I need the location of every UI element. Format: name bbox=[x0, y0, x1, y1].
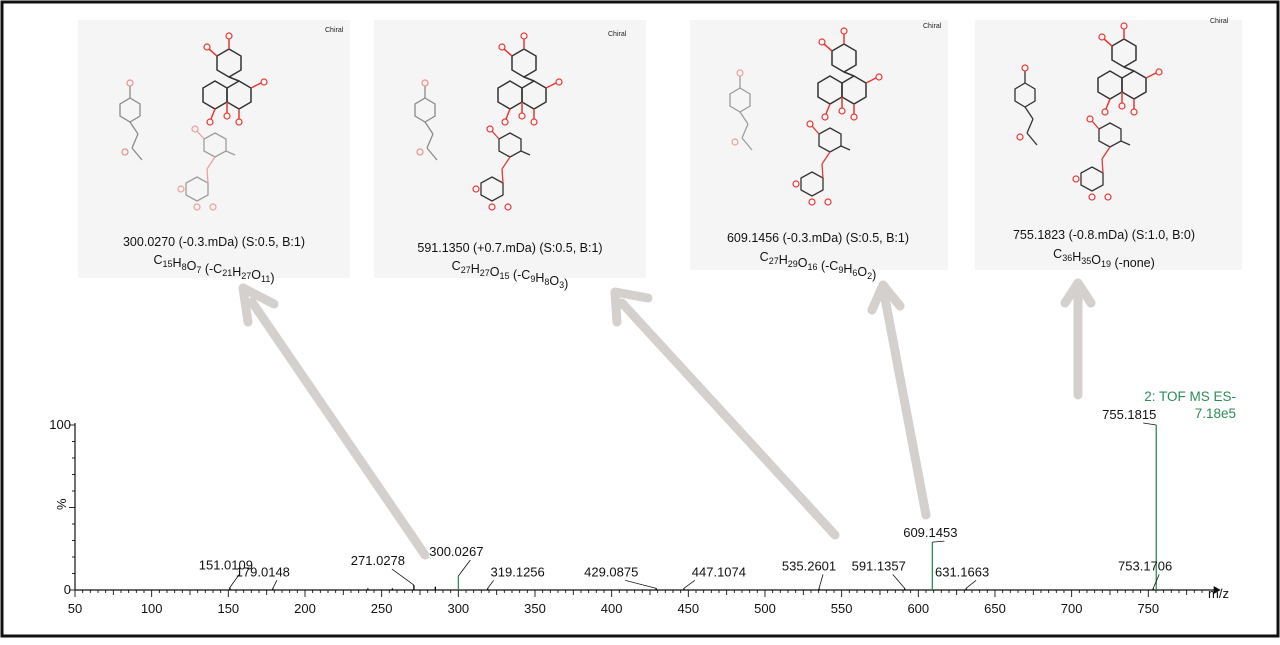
peak-label: 300.0267 bbox=[429, 544, 483, 559]
chiral-label: Chiral bbox=[923, 23, 942, 30]
peak-label-leader bbox=[229, 573, 241, 588]
x-axis-label: m/z bbox=[1208, 586, 1229, 601]
x-tick-label: 250 bbox=[371, 601, 393, 616]
y-tick-label: 0 bbox=[64, 582, 71, 597]
peak-label: 447.1074 bbox=[692, 564, 746, 579]
spectrum-intensity-label: 7.18e5 bbox=[1195, 406, 1236, 421]
y-tick-label: 100 bbox=[49, 417, 71, 432]
connector-arrows bbox=[238, 278, 1096, 560]
peak-label: 535.2601 bbox=[782, 558, 836, 573]
arrow-755-head bbox=[1060, 278, 1096, 308]
x-tick-label: 50 bbox=[68, 601, 82, 616]
x-tick-label: 350 bbox=[524, 601, 546, 616]
peak-label-leader bbox=[1143, 422, 1157, 426]
peak-label: 271.0278 bbox=[351, 553, 405, 568]
spectrum-chart: 50 100 150 200 250 300 350 400 450 500 550 600 650 70… bbox=[49, 389, 1236, 616]
arrow-300-head bbox=[238, 283, 279, 327]
arrow-609 bbox=[879, 288, 931, 520]
peak-label-leader bbox=[458, 559, 471, 577]
chiral-label: Chiral bbox=[325, 27, 344, 34]
peak-label-leader bbox=[391, 568, 415, 586]
arrow-591-head bbox=[610, 287, 653, 327]
fragment-mass-line: 609.1456 (-0.3.mDa) (S:0.5, B:1) bbox=[727, 231, 909, 245]
peak-label-leader bbox=[892, 574, 906, 589]
x-tick-label: 200 bbox=[294, 601, 316, 616]
fragment-mass-line: 300.0270 (-0.3.mDa) (S:0.5, B:1) bbox=[123, 235, 305, 249]
peak-label-leader bbox=[932, 540, 945, 543]
x-tick-label: 100 bbox=[141, 601, 163, 616]
fragment-mass-line: 591.1350 (+0.7.mDa) (S:0.5, B:1) bbox=[417, 241, 602, 255]
fragment-mass-line: 755.1823 (-0.8.mDa) (S:1.0, B:0) bbox=[1013, 228, 1195, 242]
peak-label: 609.1453 bbox=[903, 525, 957, 540]
peak-label: 429.0875 bbox=[584, 564, 638, 579]
structure-panel-4: Chiral 755.1823 (-0.8.mDa) (S:1.0, B:0) … bbox=[975, 18, 1242, 270]
x-tick-label: 500 bbox=[754, 601, 776, 616]
y-axis-label: % bbox=[54, 498, 69, 510]
fragment-formula-line: C15H8O7 (-C21H27O11) bbox=[154, 253, 275, 285]
fragment-formula-line: C36H35O19 (-none) bbox=[1053, 247, 1155, 270]
peak-label-leader bbox=[625, 579, 657, 589]
peak-label: 151.0109 bbox=[199, 558, 253, 573]
x-tick-label: 600 bbox=[907, 601, 929, 616]
arrow-300 bbox=[247, 297, 430, 560]
arrow-609-head bbox=[867, 280, 905, 315]
peak-label: 755.1815 bbox=[1102, 407, 1156, 422]
chiral-label: Chiral bbox=[1210, 18, 1229, 25]
x-tick-label: 700 bbox=[1061, 601, 1083, 616]
structure-panel-1: Chiral 300.0270 (-0.3.mDa) (S:0.5, B:1) … bbox=[78, 20, 350, 285]
peak-label: 753.1706 bbox=[1118, 558, 1172, 573]
spectrum-axes: 50 100 150 200 250 300 350 400 450 500 550 600 650 70… bbox=[49, 417, 1221, 616]
peak-label-leader bbox=[272, 580, 278, 589]
peak-label-leader bbox=[965, 580, 977, 589]
spectrum-title: 2: TOF MS ES- bbox=[1144, 389, 1236, 404]
fragment-formula-line: C27H27O15 (-C9H8O3) bbox=[452, 259, 569, 291]
peak-label-leader bbox=[818, 574, 824, 589]
peak-label: 631.1663 bbox=[935, 564, 989, 579]
x-tick-label: 750 bbox=[1137, 601, 1159, 616]
x-tick-label: 450 bbox=[677, 601, 699, 616]
x-tick-label: 550 bbox=[831, 601, 853, 616]
structure-panel-2: Chiral 591.1350 (+0.7.mDa) (S:0.5, B:1) … bbox=[374, 20, 646, 291]
peak-label: 179.0148 bbox=[236, 564, 290, 579]
chiral-label: Chiral bbox=[608, 31, 627, 38]
x-tick-label: 400 bbox=[601, 601, 623, 616]
peak-label-leader bbox=[487, 580, 494, 589]
x-tick-label: 650 bbox=[984, 601, 1006, 616]
x-axis-arrow bbox=[1213, 586, 1221, 594]
spectrum-peaks bbox=[229, 425, 1157, 590]
x-tick-label: 150 bbox=[217, 601, 239, 616]
arrow-591 bbox=[617, 298, 840, 540]
peak-label-leader bbox=[683, 580, 696, 589]
peak-label-leader bbox=[1152, 574, 1160, 589]
x-tick-label: 300 bbox=[447, 601, 469, 616]
peak-label: 591.1357 bbox=[852, 558, 906, 573]
structure-panel-3: Chiral 609.1456 (-0.3.mDa) (S:0.5, B:1) … bbox=[690, 20, 948, 282]
fragment-formula-line: C27H29O16 (-C9H6O2) bbox=[760, 250, 877, 282]
peak-label: 319.1256 bbox=[491, 564, 545, 579]
